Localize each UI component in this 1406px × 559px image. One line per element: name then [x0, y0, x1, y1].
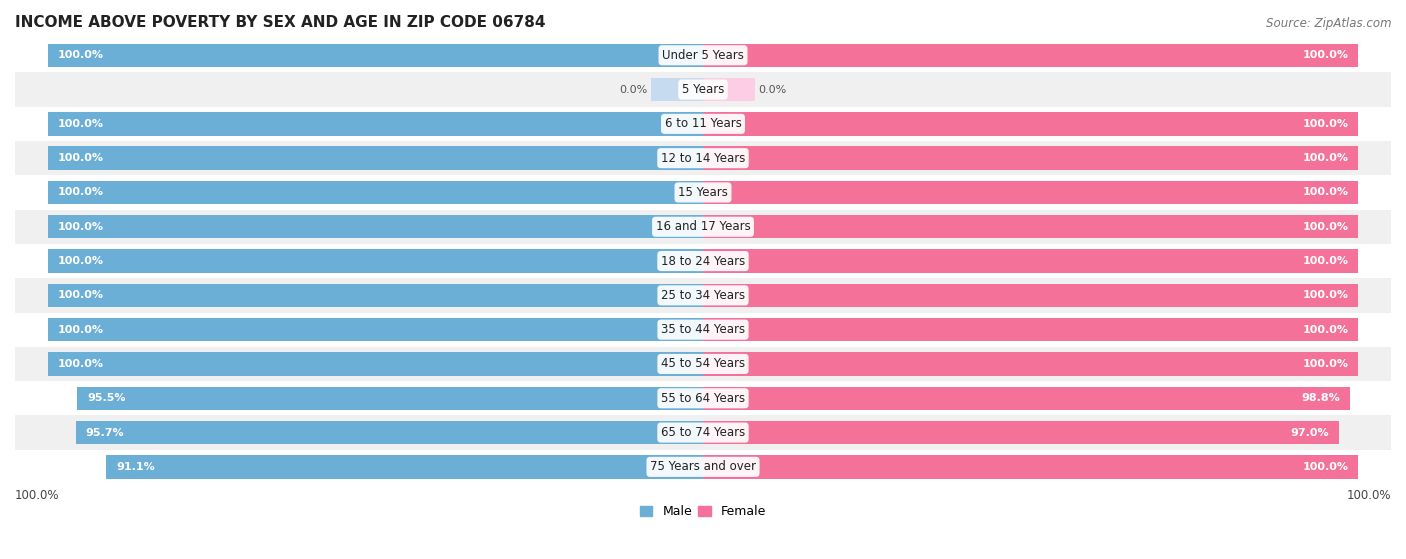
- Bar: [48, 249, 703, 273]
- Text: 100.0%: 100.0%: [1302, 50, 1348, 60]
- Bar: [703, 318, 1358, 342]
- Text: 91.1%: 91.1%: [115, 462, 155, 472]
- Text: 100.0%: 100.0%: [1302, 325, 1348, 335]
- Bar: [703, 352, 1358, 376]
- Bar: [77, 387, 703, 410]
- Bar: [15, 415, 1391, 449]
- Bar: [105, 455, 703, 479]
- Bar: [703, 146, 1358, 170]
- Text: 35 to 44 Years: 35 to 44 Years: [661, 323, 745, 336]
- Bar: [15, 107, 1391, 141]
- Text: 97.0%: 97.0%: [1291, 428, 1329, 438]
- Text: 5 Years: 5 Years: [682, 83, 724, 96]
- Text: 100.0%: 100.0%: [58, 119, 104, 129]
- Text: 100.0%: 100.0%: [58, 153, 104, 163]
- Text: 65 to 74 Years: 65 to 74 Years: [661, 426, 745, 439]
- Bar: [15, 244, 1391, 278]
- Text: 100.0%: 100.0%: [1302, 256, 1348, 266]
- Bar: [703, 112, 1358, 135]
- Bar: [48, 146, 703, 170]
- Text: 12 to 14 Years: 12 to 14 Years: [661, 151, 745, 165]
- Text: 100.0%: 100.0%: [58, 359, 104, 369]
- Text: 100.0%: 100.0%: [1302, 290, 1348, 300]
- Bar: [15, 347, 1391, 381]
- Text: 18 to 24 Years: 18 to 24 Years: [661, 254, 745, 268]
- Bar: [15, 38, 1391, 73]
- Bar: [703, 181, 1358, 204]
- Text: 100.0%: 100.0%: [58, 290, 104, 300]
- Bar: [15, 278, 1391, 312]
- Bar: [48, 352, 703, 376]
- Bar: [703, 387, 1350, 410]
- Bar: [703, 284, 1358, 307]
- Bar: [15, 449, 1391, 484]
- Bar: [15, 176, 1391, 210]
- Bar: [48, 215, 703, 239]
- Bar: [703, 215, 1358, 239]
- Bar: [48, 181, 703, 204]
- Text: 100.0%: 100.0%: [58, 222, 104, 232]
- Text: 6 to 11 Years: 6 to 11 Years: [665, 117, 741, 130]
- Text: Under 5 Years: Under 5 Years: [662, 49, 744, 61]
- Text: 98.8%: 98.8%: [1302, 394, 1340, 403]
- Text: 100.0%: 100.0%: [15, 489, 59, 502]
- Text: 100.0%: 100.0%: [1302, 187, 1348, 197]
- Bar: [703, 249, 1358, 273]
- Text: 45 to 54 Years: 45 to 54 Years: [661, 357, 745, 371]
- Bar: [76, 421, 703, 444]
- Text: 15 Years: 15 Years: [678, 186, 728, 199]
- Text: 100.0%: 100.0%: [58, 325, 104, 335]
- Text: 100.0%: 100.0%: [58, 187, 104, 197]
- Text: 75 Years and over: 75 Years and over: [650, 461, 756, 473]
- Bar: [48, 318, 703, 342]
- Bar: [15, 381, 1391, 415]
- Bar: [48, 112, 703, 135]
- Bar: [15, 210, 1391, 244]
- Text: 16 and 17 Years: 16 and 17 Years: [655, 220, 751, 233]
- Text: 0.0%: 0.0%: [619, 84, 647, 94]
- Bar: [15, 73, 1391, 107]
- Text: 100.0%: 100.0%: [1302, 222, 1348, 232]
- Text: 100.0%: 100.0%: [58, 50, 104, 60]
- Text: INCOME ABOVE POVERTY BY SEX AND AGE IN ZIP CODE 06784: INCOME ABOVE POVERTY BY SEX AND AGE IN Z…: [15, 15, 546, 30]
- Text: 100.0%: 100.0%: [1302, 462, 1348, 472]
- Text: 100.0%: 100.0%: [1302, 359, 1348, 369]
- Text: 25 to 34 Years: 25 to 34 Years: [661, 289, 745, 302]
- Bar: [703, 455, 1358, 479]
- Text: 55 to 64 Years: 55 to 64 Years: [661, 392, 745, 405]
- Text: 95.5%: 95.5%: [87, 394, 125, 403]
- Bar: [703, 78, 755, 101]
- Bar: [15, 141, 1391, 176]
- Text: 100.0%: 100.0%: [1302, 153, 1348, 163]
- Text: 0.0%: 0.0%: [759, 84, 787, 94]
- Text: 95.7%: 95.7%: [86, 428, 124, 438]
- Bar: [651, 78, 703, 101]
- Bar: [15, 312, 1391, 347]
- Bar: [48, 44, 703, 67]
- Text: 100.0%: 100.0%: [1347, 489, 1391, 502]
- Legend: Male, Female: Male, Female: [636, 500, 770, 523]
- Text: 100.0%: 100.0%: [1302, 119, 1348, 129]
- Bar: [703, 421, 1339, 444]
- Bar: [48, 284, 703, 307]
- Text: Source: ZipAtlas.com: Source: ZipAtlas.com: [1267, 17, 1392, 30]
- Text: 100.0%: 100.0%: [58, 256, 104, 266]
- Bar: [703, 44, 1358, 67]
